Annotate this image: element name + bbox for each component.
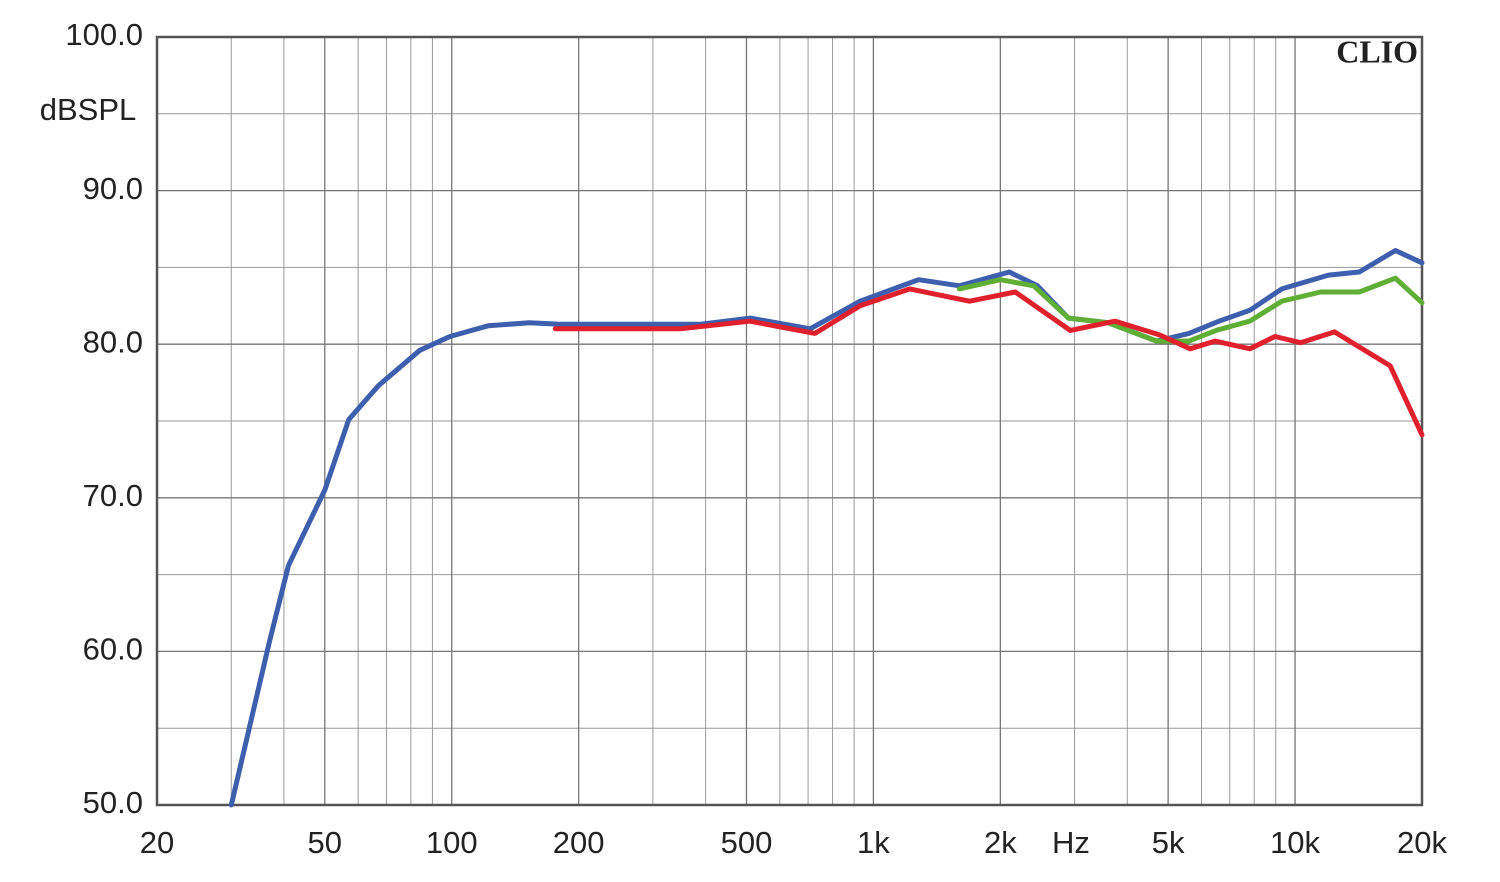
x-tick-label: 10k bbox=[1270, 825, 1320, 860]
y-tick-label: 90.0 bbox=[83, 171, 143, 206]
x-tick-label: 1k bbox=[857, 825, 890, 860]
y-tick-label: 70.0 bbox=[83, 478, 143, 513]
x-tick-label: 2k bbox=[984, 825, 1017, 860]
plot-frame bbox=[155, 35, 1424, 807]
x-tick-label: 50 bbox=[308, 825, 342, 860]
x-tick-label: 20k bbox=[1397, 825, 1447, 860]
x-tick-label: 20 bbox=[140, 825, 174, 860]
series-line bbox=[552, 286, 1425, 438]
x-tick-label: 100 bbox=[426, 825, 478, 860]
x-tick-label: 500 bbox=[721, 825, 773, 860]
series-line bbox=[957, 275, 1425, 344]
y-tick-label: 50.0 bbox=[83, 785, 143, 820]
y-axis-label: dBSPL bbox=[40, 92, 137, 127]
x-tick-label: 5k bbox=[1152, 825, 1185, 860]
y-tick-label: 60.0 bbox=[83, 632, 143, 667]
x-axis-label: Hz bbox=[1052, 825, 1090, 860]
series-line bbox=[228, 248, 1425, 808]
y-tick-label: 80.0 bbox=[83, 324, 143, 359]
watermark: CLIO bbox=[1336, 33, 1418, 69]
x-tick-label: 200 bbox=[553, 825, 605, 860]
y-tick-label: 100.0 bbox=[65, 17, 143, 52]
